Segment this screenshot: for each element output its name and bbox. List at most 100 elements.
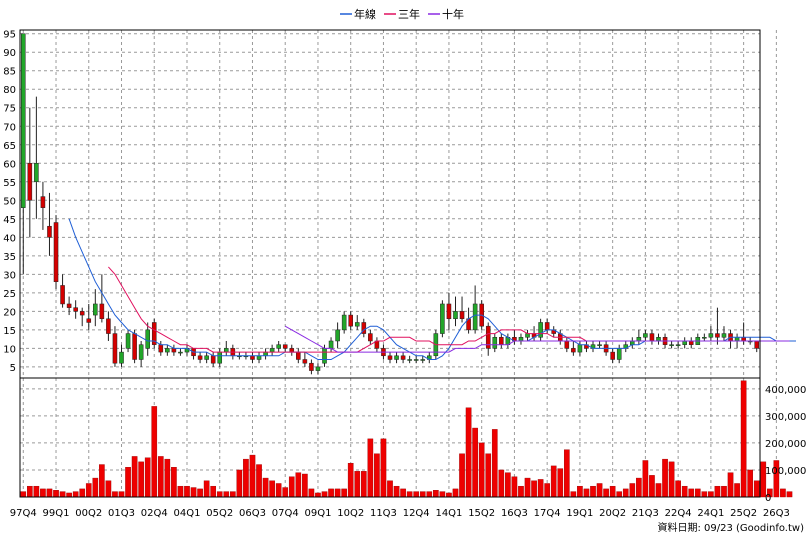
volume-bar [714, 485, 721, 498]
x-tick-label: 09Q1 [304, 508, 331, 519]
volume-bar [419, 491, 426, 498]
candle-body [138, 344, 144, 360]
volume-bar [144, 457, 151, 498]
candle-body [734, 337, 740, 342]
volume-bar [105, 480, 112, 498]
candle-body [368, 333, 373, 342]
candle-body [413, 359, 419, 361]
volume-bar [341, 488, 347, 498]
volume-bar [66, 492, 72, 498]
volume-bar [138, 461, 144, 498]
volume-bar [27, 485, 33, 498]
volume-bar [753, 480, 760, 498]
candle-body [145, 329, 150, 349]
x-tick-label: 20Q2 [599, 508, 626, 519]
volume-bar [747, 469, 753, 498]
candle-body [656, 337, 661, 342]
candle-body [616, 348, 622, 360]
volume-bar [550, 465, 557, 498]
candle-body [47, 225, 52, 238]
candle-body [348, 314, 353, 327]
candle-body [263, 351, 268, 357]
candle-body [682, 340, 687, 345]
candle-body [309, 362, 314, 371]
candle-body [636, 337, 642, 342]
volume-bar [46, 488, 53, 498]
volume-bar [295, 472, 302, 498]
volume-bar [577, 485, 583, 498]
candle-body [276, 344, 281, 349]
volume-bar [616, 491, 623, 498]
x-tick-label: 01Q3 [108, 508, 135, 519]
volume-bar [99, 464, 105, 498]
candle-body [119, 351, 124, 364]
candle-body [165, 348, 170, 353]
x-tick-label: 04Q1 [174, 508, 201, 519]
price-tick-label: 50 [3, 196, 16, 207]
price-tick-label: 15 [3, 326, 16, 337]
candle-body [361, 322, 367, 334]
x-tick-label: 05Q2 [206, 508, 233, 519]
candle-body [99, 303, 105, 320]
legend-label: 年線 [354, 7, 376, 21]
candle-body [499, 337, 504, 345]
candle-body [708, 333, 714, 338]
price-gridlines [20, 30, 777, 378]
candle-body [158, 344, 164, 353]
candle-body [315, 366, 321, 371]
volume-bar [478, 442, 485, 498]
volume-bar [387, 480, 393, 498]
candle-body [492, 337, 498, 349]
candle-body [40, 196, 46, 208]
volume-tick-label: 100,000 [765, 466, 806, 477]
candle-body [335, 329, 340, 342]
candle-body [106, 318, 111, 334]
x-tick-label: 26Q3 [763, 508, 790, 519]
candle-body [256, 355, 262, 360]
candle-body [669, 344, 674, 346]
volume-bar [511, 476, 518, 498]
volume-bar [446, 492, 452, 498]
volume-bar [360, 471, 367, 498]
volume-bar [465, 407, 472, 498]
candle-body [125, 333, 131, 349]
candle-body [407, 359, 412, 361]
volume-bar [92, 477, 99, 498]
volume-bar [125, 467, 131, 498]
volume-bar [308, 488, 315, 498]
x-tick-label: 12Q4 [403, 508, 430, 519]
volume-bar [72, 491, 79, 498]
candle-body [341, 314, 347, 331]
price-tick-label: 20 [3, 307, 16, 318]
candle-body [518, 337, 524, 342]
price-tick-label: 95 [3, 30, 16, 41]
volume-bar [636, 477, 642, 498]
price-tick-label: 5 [10, 363, 16, 374]
volume-bar [85, 483, 92, 498]
volume-bar [315, 492, 321, 498]
candle-body [171, 348, 177, 353]
volume-bar [662, 458, 668, 498]
volume-bar [694, 488, 701, 498]
volume-bar [642, 460, 649, 498]
candle-body [564, 340, 570, 349]
candle-body [394, 355, 399, 360]
candle-body [132, 333, 137, 360]
volume-bar [177, 485, 184, 498]
volume-bar [740, 380, 747, 498]
volume-bar [452, 488, 459, 498]
x-tick-label: 02Q4 [141, 508, 168, 519]
volume-bar [590, 485, 596, 498]
price-tick-label: 80 [3, 85, 16, 96]
volume-bar [171, 467, 177, 498]
volume-bar [269, 480, 275, 498]
volume-bar [491, 429, 498, 498]
volume-bar [288, 476, 295, 498]
x-tick-label: 11Q3 [370, 508, 397, 519]
volume-bar [40, 488, 46, 498]
price-tick-label: 55 [3, 178, 16, 189]
x-tick-label: 25Q2 [730, 508, 757, 519]
x-tick-label: 99Q1 [43, 508, 70, 519]
x-tick-label: 07Q4 [272, 508, 299, 519]
